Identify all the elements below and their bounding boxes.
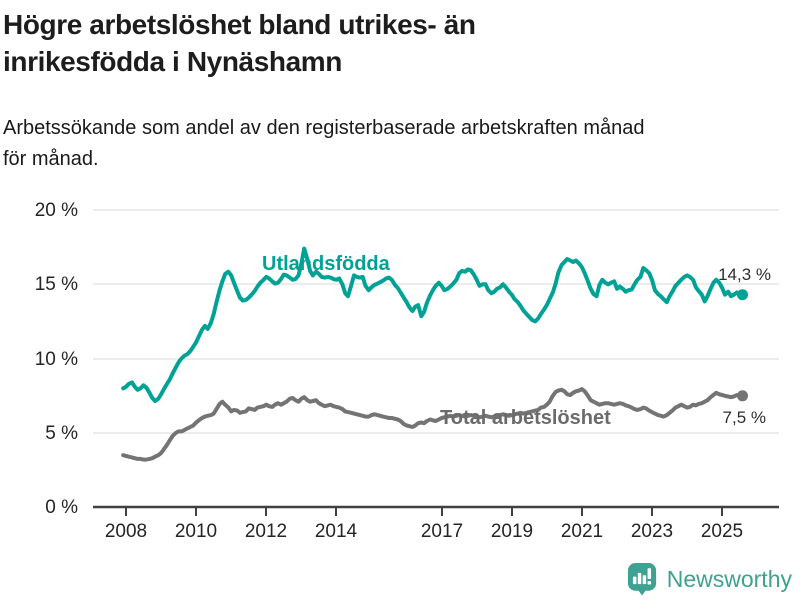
series-label-total-arbetsloshet: Total arbetslöshet [440,407,611,429]
gridlines [93,209,779,434]
x-tick-label: 2017 [421,521,463,542]
x-tick-label: 2008 [105,521,147,542]
chart-title: Högre arbetslöshet bland utrikes- än inr… [3,9,476,77]
y-tick-label: 0 % [45,497,78,518]
y-tick-label: 15 % [35,274,78,295]
x-tick-label: 2010 [175,521,217,542]
x-tick-label: 2021 [561,521,603,542]
newsworthy-logo-icon [627,563,656,596]
series-endpoint-total-arbetsloshet [737,390,748,402]
y-axis-labels: 20 % 15 % 10 % 5 % 0 % [35,200,78,518]
newsworthy-logo-text: Newsworthy [666,565,792,592]
chart-subtitle: Arbetssökande som andel av den registerb… [3,117,645,170]
x-tick-label: 2012 [245,521,287,542]
series-endpoint-utlandsfodda [737,289,748,301]
end-value-label-utlandsfodda: 14,3 % [718,265,771,284]
series-line-utlandsfodda [121,246,745,403]
end-value-label-total-arbetsloshet: 7,5 % [723,408,766,427]
x-tick-label: 2023 [631,521,673,542]
series-label-utlandsfodda: Utlandsfödda [262,253,391,275]
x-tick-label: 2025 [701,521,743,542]
newsworthy-logo[interactable]: Newsworthy [627,562,792,596]
x-tick-label: 2014 [315,521,358,542]
y-tick-label: 10 % [35,349,78,370]
series-line-total-arbetsloshet [121,387,745,462]
y-tick-label: 5 % [45,423,78,444]
y-tick-label: 20 % [35,200,78,221]
x-axis-labels: 2008 2010 2012 2014 2017 2019 2021 2023 … [105,521,743,542]
x-axis-ticks [125,507,723,516]
x-tick-label: 2019 [491,521,533,542]
